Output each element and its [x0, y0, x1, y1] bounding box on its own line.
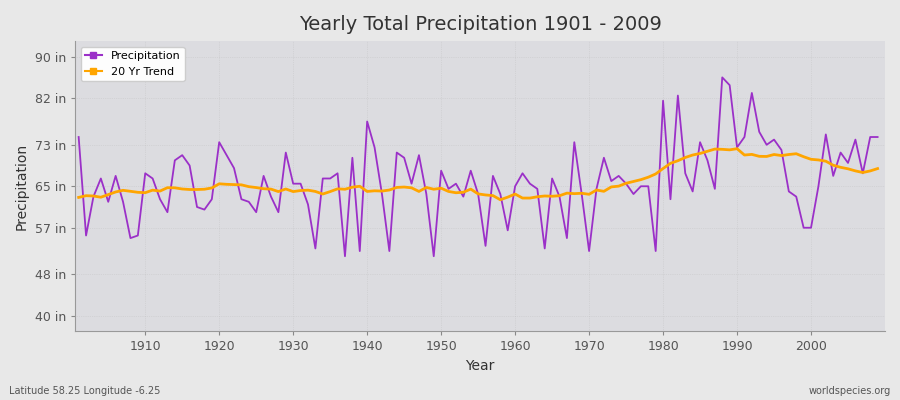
Title: Yearly Total Precipitation 1901 - 2009: Yearly Total Precipitation 1901 - 2009	[299, 15, 662, 34]
Y-axis label: Precipitation: Precipitation	[15, 143, 29, 230]
Text: Latitude 58.25 Longitude -6.25: Latitude 58.25 Longitude -6.25	[9, 386, 160, 396]
Text: worldspecies.org: worldspecies.org	[809, 386, 891, 396]
X-axis label: Year: Year	[465, 359, 495, 373]
Legend: Precipitation, 20 Yr Trend: Precipitation, 20 Yr Trend	[80, 47, 184, 81]
